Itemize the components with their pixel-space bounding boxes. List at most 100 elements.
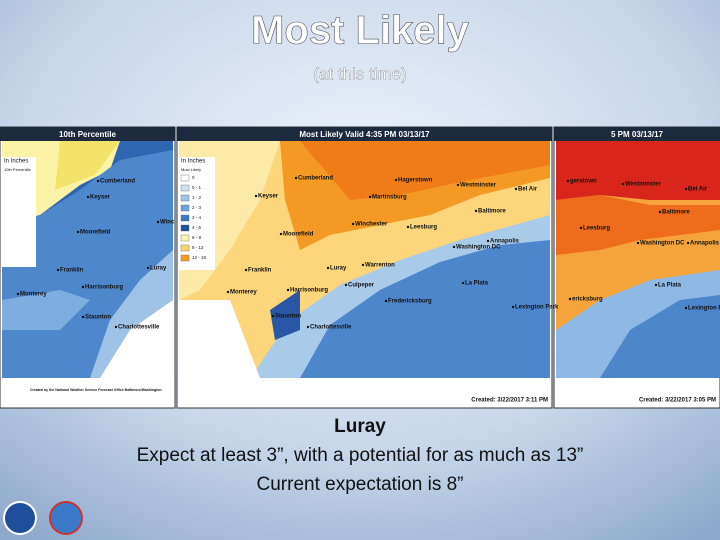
- legend-subtitle: Most Likely: [181, 167, 201, 172]
- legend-label: 3 - 4: [192, 215, 202, 220]
- city-label: Luray: [150, 266, 167, 272]
- city-dot: [514, 187, 518, 191]
- legend-swatch: [180, 234, 190, 242]
- city-label: Moorefield: [80, 230, 111, 236]
- city-dot: [16, 292, 20, 296]
- city-dot: [306, 325, 310, 329]
- slide-subtitle: (at this time): [313, 64, 407, 83]
- city-dot: [156, 220, 160, 224]
- city-label: Cumberland: [100, 179, 135, 185]
- map-title: Most Likely Valid 4:35 PM 03/13/17: [299, 130, 430, 139]
- city-label: Annapolis: [490, 239, 520, 245]
- city-label: Leesburg: [583, 226, 610, 232]
- city-label: Washington DC: [640, 241, 685, 247]
- city-label: La Plata: [465, 281, 489, 287]
- city-dot: [368, 195, 372, 199]
- city-label: Leesburg: [410, 225, 437, 231]
- city-dot: [384, 299, 388, 303]
- city-label: Keyser: [90, 195, 111, 201]
- city-dot: [654, 283, 658, 287]
- city-dot: [621, 182, 625, 186]
- map-footer: Created: 3/22/2017 3:11 PM: [471, 398, 548, 404]
- legend-swatch: [180, 204, 190, 212]
- city-label: Franklin: [60, 268, 84, 274]
- city-dot: [81, 285, 85, 289]
- city-dot: [254, 194, 258, 198]
- city-dot: [511, 305, 515, 309]
- city-label: Charlottesville: [310, 325, 352, 331]
- city-label: Baltimore: [478, 209, 506, 215]
- city-dot: [244, 268, 248, 272]
- city-label: Harrisonburg: [85, 285, 123, 291]
- legend-swatch: [180, 224, 190, 232]
- city-dot: [81, 315, 85, 319]
- city-dot: [76, 230, 80, 234]
- map-footer: Created: 3/22/2017 3:05 PM: [639, 398, 716, 404]
- legend-swatch: [180, 254, 190, 262]
- city-label: gerstown: [570, 179, 597, 185]
- city-label: Lexington Park: [515, 305, 559, 311]
- city-label: Moorefield: [283, 232, 314, 238]
- city-label: Winchester: [355, 222, 388, 228]
- map-panel: [553, 126, 720, 409]
- city-label: Bel Air: [688, 187, 708, 193]
- city-label: La Plata: [658, 283, 682, 289]
- city-dot: [686, 241, 690, 245]
- city-label: Annapolis: [690, 241, 720, 247]
- city-label: Westminster: [625, 182, 662, 188]
- city-dot: [226, 290, 230, 294]
- city-label: Warrenton: [365, 263, 395, 269]
- city-label: Staunton: [85, 315, 111, 321]
- city-label: Monterey: [20, 292, 47, 298]
- city-dot: [456, 183, 460, 187]
- city-dot: [294, 176, 298, 180]
- city-dot: [326, 266, 330, 270]
- legend-swatch: [180, 174, 190, 182]
- city-label: Lexington Park: [688, 306, 720, 312]
- city-dot: [486, 239, 490, 243]
- city-label: Culpeper: [348, 283, 375, 289]
- city-dot: [286, 288, 290, 292]
- legend-label: 0 - 1: [192, 185, 202, 190]
- legend-swatch: [180, 194, 190, 202]
- legend-label: 4 - 6: [192, 225, 202, 230]
- agency-logos: [3, 501, 83, 535]
- city-dot: [636, 241, 640, 245]
- city-dot: [271, 314, 275, 318]
- city-dot: [461, 281, 465, 285]
- city-dot: [86, 195, 90, 199]
- legend-label: 12 - 18: [192, 255, 207, 260]
- city-dot: [96, 179, 100, 183]
- city-label: Bel Air: [518, 187, 538, 193]
- city-label: Staunton: [275, 314, 301, 320]
- map-title: 5 PM 03/13/17: [611, 130, 664, 139]
- city-label: Winc: [160, 220, 175, 226]
- city-label: Keyser: [258, 194, 279, 200]
- map-panel: [0, 126, 176, 409]
- legend-swatch: [180, 214, 190, 222]
- city-dot: [394, 178, 398, 182]
- city-dot: [684, 187, 688, 191]
- caption-place: Luray: [334, 416, 386, 437]
- city-label: Fredericksburg: [388, 299, 432, 305]
- city-dot: [579, 226, 583, 230]
- city-label: Baltimore: [662, 210, 690, 216]
- city-dot: [684, 306, 688, 310]
- legend-label: 0: [192, 175, 195, 180]
- city-label: Martinsburg: [372, 195, 407, 201]
- city-dot: [568, 297, 572, 301]
- map-footer: Created by the National Weather Service …: [30, 388, 162, 392]
- city-label: Monterey: [230, 290, 257, 296]
- legend-label: 8 - 12: [192, 245, 204, 250]
- city-dot: [658, 210, 662, 214]
- city-label: ericksburg: [572, 297, 603, 303]
- city-label: Westminster: [460, 183, 497, 189]
- legend-title: In Inches: [181, 159, 205, 165]
- caption-line: Current expectation is 8”: [257, 474, 464, 495]
- city-dot: [566, 179, 570, 183]
- city-dot: [474, 209, 478, 213]
- legend-subtitle: 10th Percentile: [4, 167, 31, 172]
- map-title: 10th Percentile: [59, 130, 116, 139]
